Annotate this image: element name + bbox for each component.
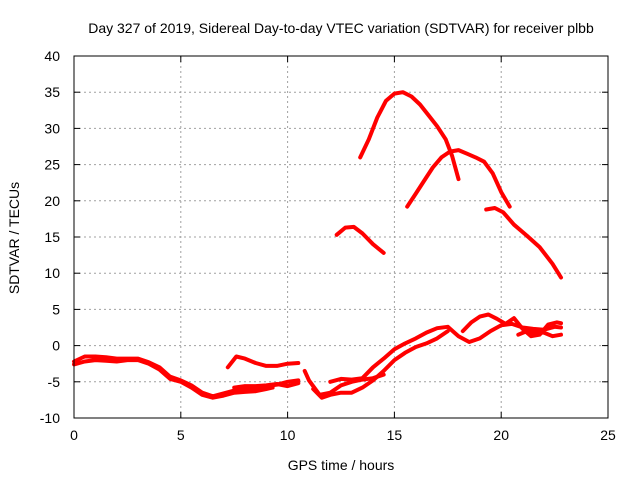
x-tick-label: 0 [70,427,78,443]
series-line-arc-4 [232,381,301,390]
series-line-arc-10 [334,224,386,255]
series-line-arc-2 [72,358,275,400]
series-line-arc-5 [302,368,386,397]
series-line-arc-8 [460,312,563,339]
y-tick-label: 0 [52,338,60,354]
y-tick-label: 15 [44,229,60,245]
series-line-arc-12 [405,148,512,209]
x-tick-label: 10 [280,427,296,443]
y-tick-label: -5 [48,374,61,390]
x-tick-label: 5 [177,427,185,443]
series-line-arc-13 [484,206,563,280]
tick-layer: 0 5 10 15 20 25 -10 -5 0 5 10 15 20 25 30 35 40 [40,48,616,443]
series-layer [72,90,563,400]
series-line-arc-3 [225,354,301,370]
y-tick-label: 10 [44,265,60,281]
chart-title: Day 327 of 2019, Sidereal Day-to-day VTE… [88,20,594,36]
grid-layer [74,56,608,418]
series-line-arc-6 [311,329,450,400]
x-tick-label: 25 [600,427,616,443]
y-tick-label: 35 [44,84,60,100]
y-tick-label: 20 [44,193,60,209]
series-line-arc-11 [358,90,461,182]
series-line-arc-9 [516,329,563,339]
x-tick-label: 15 [387,427,403,443]
y-tick-label: 25 [44,157,60,173]
y-axis-label: SDTVAR / TECUs [6,182,22,294]
y-tick-label: 30 [44,120,60,136]
x-tick-label: 20 [493,427,509,443]
series-line-arc-7 [328,321,563,384]
y-tick-label: 40 [44,48,60,64]
x-axis-label: GPS time / hours [288,457,395,473]
y-tick-label: -10 [40,410,60,426]
y-tick-label: 5 [52,301,60,317]
